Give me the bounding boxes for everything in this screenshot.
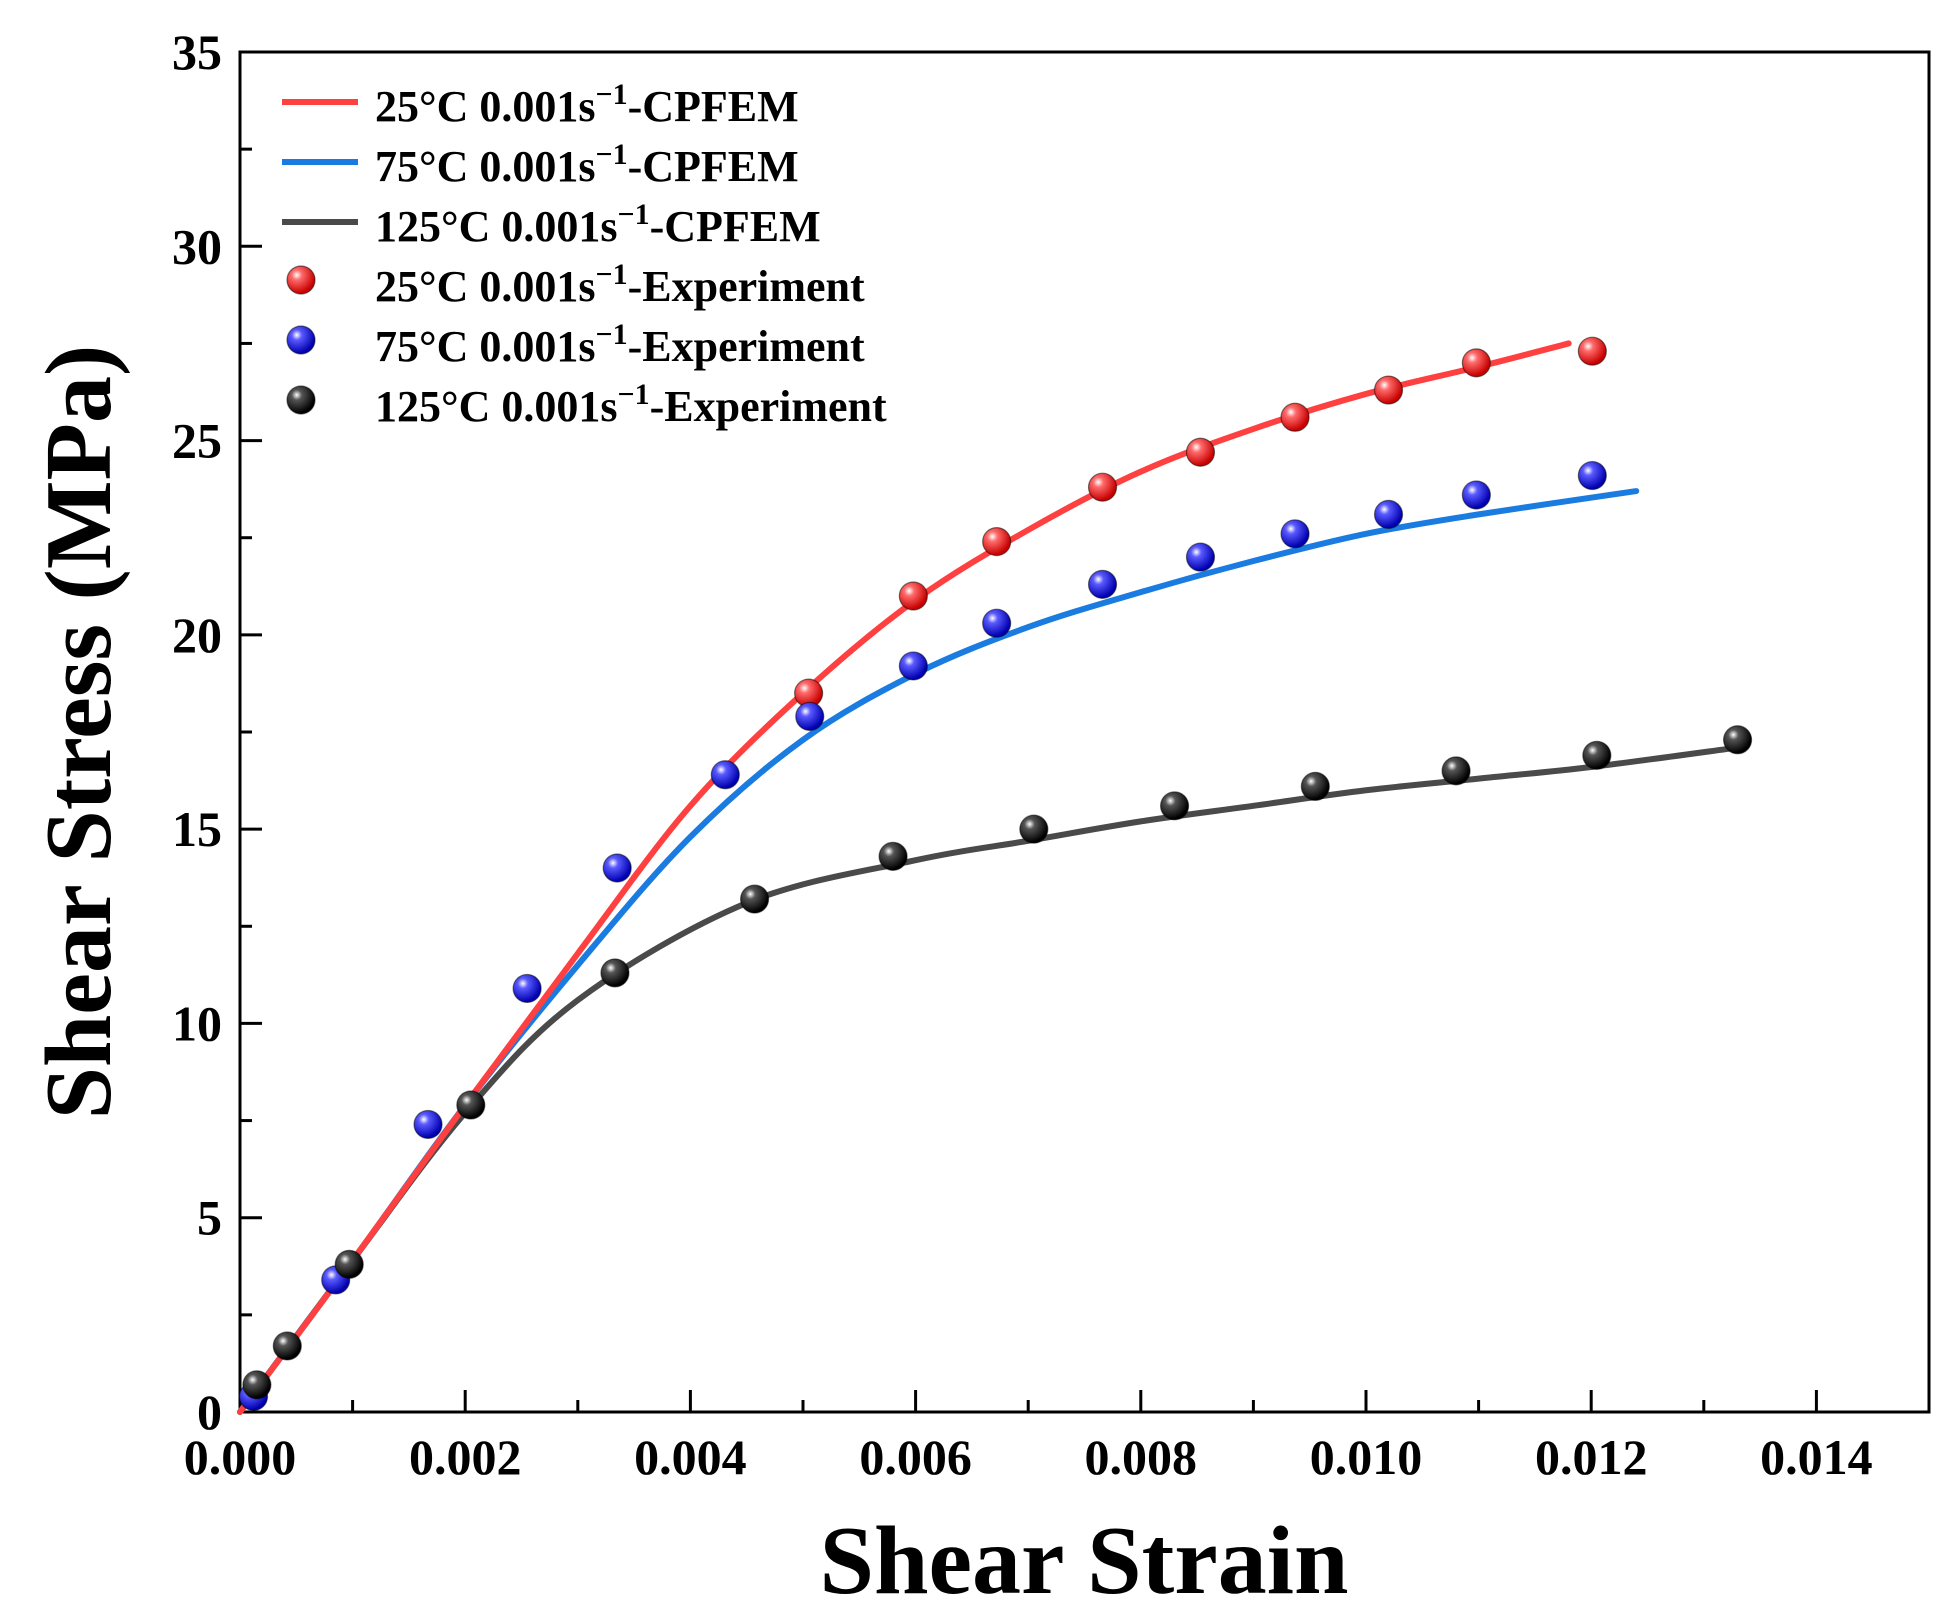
legend-marker-swatch <box>286 385 316 415</box>
series-4-point <box>1280 519 1310 549</box>
legend-marker-swatch <box>286 265 316 295</box>
series-line-0 <box>237 340 1572 1415</box>
y-tick-label: 0 <box>197 1384 222 1440</box>
legend-marker-swatch <box>286 325 316 355</box>
x-axis-ticks: 0.000 0.002 0.004 0.006 0.008 0.010 0.012 0.014 <box>184 1390 1873 1485</box>
series-5-point <box>1441 756 1471 786</box>
x-tick-label: 0.004 <box>634 1429 747 1485</box>
legend-label: 25°C 0.001s−1-CPFEM <box>375 78 799 131</box>
series-4-point <box>1577 460 1607 491</box>
x-tick-label: 0.006 <box>859 1429 972 1485</box>
series-5-point <box>456 1090 486 1120</box>
x-tick-label: 0.002 <box>409 1429 522 1485</box>
x-tick-label: 0.000 <box>184 1429 297 1485</box>
series-4-point <box>795 701 825 732</box>
y-tick-label: 30 <box>172 218 222 274</box>
series-4-point <box>413 1109 443 1140</box>
series-4-point <box>898 651 928 681</box>
series-5-point <box>878 841 908 871</box>
x-tick-label: 0.014 <box>1760 1429 1873 1485</box>
y-axis-label: Shear Stress (MPa) <box>27 345 131 1120</box>
series-5-point <box>1722 725 1753 755</box>
series-4-point <box>1373 499 1404 530</box>
series-3-point <box>1577 336 1607 366</box>
y-tick-label: 10 <box>172 995 222 1051</box>
series-4-point <box>1185 542 1216 572</box>
series-5-point <box>1300 771 1330 802</box>
series-5-point <box>739 884 770 914</box>
legend-label: 125°C 0.001s−1-Experiment <box>375 378 887 431</box>
series-3-point <box>1185 437 1216 467</box>
series-4-point <box>982 608 1012 638</box>
series-3-point <box>898 581 928 611</box>
y-tick-label: 25 <box>172 413 222 469</box>
y-tick-label: 5 <box>197 1190 222 1246</box>
y-tick-label: 15 <box>172 801 222 857</box>
series-5-point <box>1582 740 1612 770</box>
series-3-point <box>1280 402 1310 432</box>
legend-label: 75°C 0.001s−1-Experiment <box>375 318 865 371</box>
plot-frame <box>238 50 1931 1414</box>
series-line-2 <box>237 744 1741 1415</box>
series-5-point <box>600 958 630 988</box>
series-4-point <box>602 853 632 883</box>
series-5-point <box>242 1370 272 1400</box>
series-3-point <box>982 526 1012 557</box>
series-3-point <box>1461 348 1491 378</box>
series-4-point <box>710 760 740 790</box>
series-5-point <box>1159 791 1190 821</box>
x-axis-label: Shear Strain <box>819 1507 1348 1615</box>
legend-label: 25°C 0.001s−1-Experiment <box>375 258 865 311</box>
series-4-point <box>1087 569 1118 599</box>
y-axis-ticks: 0 5 10 15 20 25 30 35 <box>172 24 262 1440</box>
x-tick-label: 0.012 <box>1535 1429 1648 1485</box>
series-5-point <box>1019 814 1049 844</box>
y-tick-label: 35 <box>172 24 222 80</box>
series-5-point <box>272 1331 302 1361</box>
series-3-point <box>1373 375 1404 405</box>
series-layer <box>237 336 1753 1415</box>
series-line-1 <box>237 488 1640 1415</box>
legend: 25°C 0.001s−1-CPFEM 75°C 0.001s−1-CPFEM 12… <box>282 78 887 431</box>
legend-label: 75°C 0.001s−1-CPFEM <box>375 138 799 191</box>
series-4-point <box>512 973 542 1004</box>
series-4-point <box>1461 480 1491 510</box>
legend-label: 125°C 0.001s−1-CPFEM <box>375 198 821 251</box>
y-tick-label: 20 <box>172 607 222 663</box>
series-5-point <box>334 1249 364 1279</box>
x-tick-label: 0.008 <box>1085 1429 1198 1485</box>
x-tick-label: 0.010 <box>1310 1429 1423 1485</box>
series-3-point <box>1087 472 1118 502</box>
